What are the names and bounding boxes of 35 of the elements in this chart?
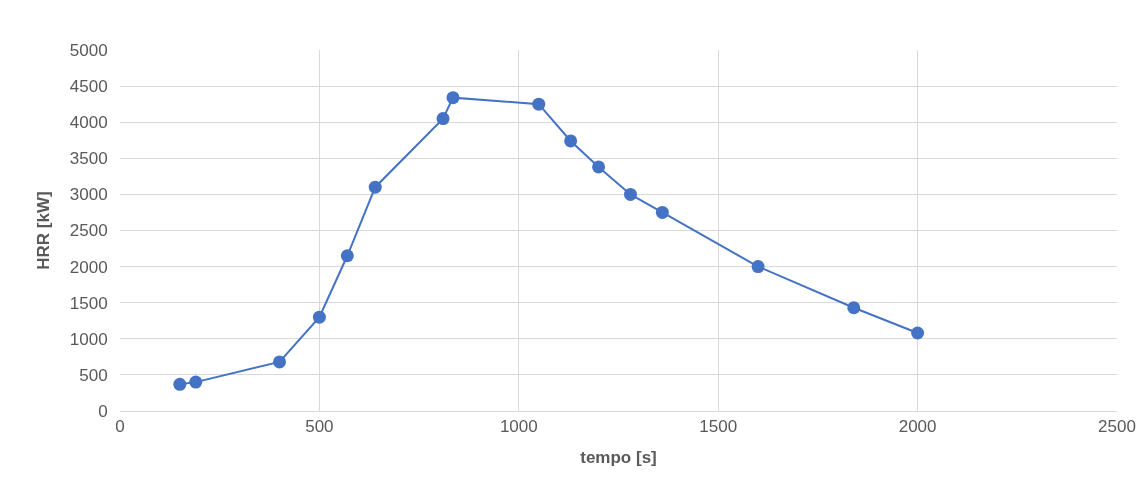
y-tick-label: 4500 xyxy=(69,77,108,97)
point xyxy=(655,205,669,219)
point xyxy=(189,375,203,389)
x-tick-label: 1000 xyxy=(499,417,538,437)
point xyxy=(446,91,460,105)
x-tick-label: 2000 xyxy=(898,417,937,437)
point xyxy=(911,326,925,340)
point xyxy=(173,377,187,391)
point xyxy=(312,310,326,324)
point xyxy=(564,134,578,148)
x-tick-label: 500 xyxy=(305,417,334,437)
y-tick-label: 3500 xyxy=(69,149,108,169)
x-tick-label: 2500 xyxy=(1098,417,1136,437)
point xyxy=(623,187,637,201)
y-tick-label: 4000 xyxy=(69,113,108,133)
point xyxy=(847,301,861,315)
y-tick-label: 1000 xyxy=(69,329,108,349)
y-tick-label: 5000 xyxy=(69,40,108,60)
point xyxy=(592,160,606,174)
x-tick-label: 1500 xyxy=(699,417,738,437)
point xyxy=(751,260,765,274)
y-axis-title: HRR [kW] xyxy=(34,191,54,270)
y-tick-label: 2500 xyxy=(69,221,108,241)
point xyxy=(368,180,382,194)
y-tick-label: 1500 xyxy=(69,293,108,313)
point xyxy=(532,97,546,111)
y-tick-label: 500 xyxy=(79,365,108,385)
x-tick-label: 0 xyxy=(115,417,125,437)
x-axis-title: tempo [s] xyxy=(580,447,657,467)
y-tick-label: 0 xyxy=(98,401,108,421)
point xyxy=(340,249,354,263)
y-tick-label: 2000 xyxy=(69,257,108,277)
point xyxy=(273,355,287,369)
y-tick-label: 3000 xyxy=(69,185,108,205)
point xyxy=(436,112,450,126)
